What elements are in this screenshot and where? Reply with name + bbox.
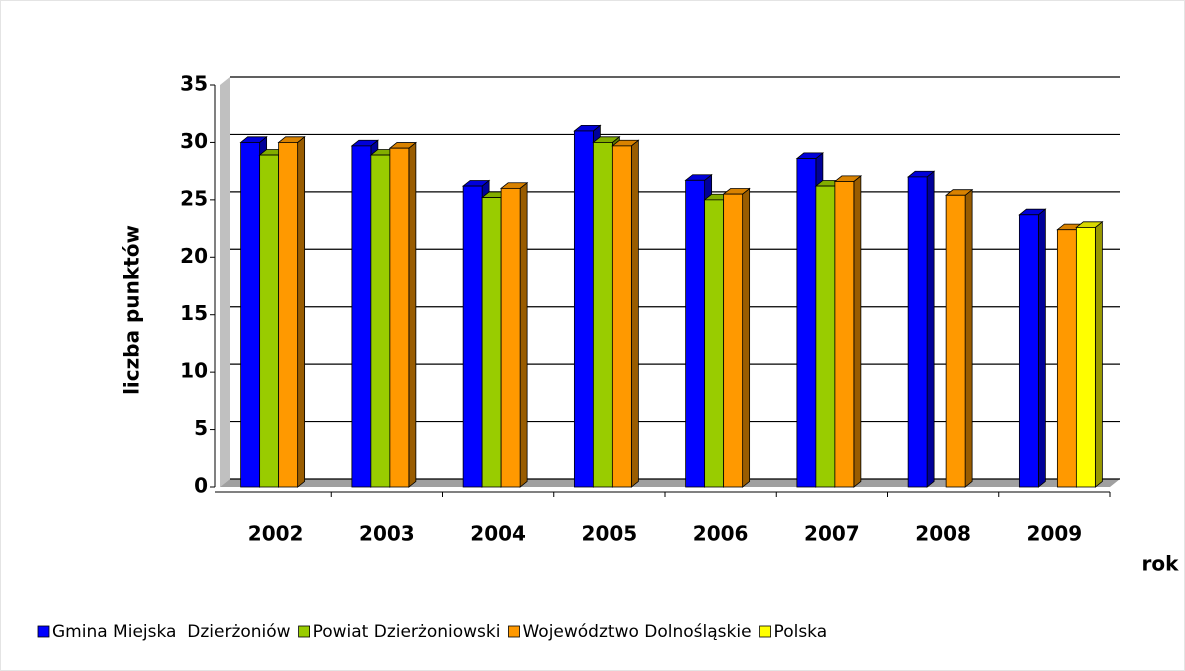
bar <box>722 187 751 488</box>
y-tick-label: 35 <box>180 72 208 96</box>
bar-side <box>964 188 973 488</box>
x-tick-label: 2003 <box>359 522 415 546</box>
bar-front <box>1075 227 1096 488</box>
legend-swatch <box>37 625 50 638</box>
legend-label: Polska <box>774 622 828 642</box>
y-tick-label: 30 <box>180 129 208 153</box>
floor <box>220 479 1120 487</box>
legend-swatch <box>298 625 310 638</box>
legend-swatch <box>759 625 771 638</box>
bar-front <box>723 193 744 488</box>
bar <box>1075 220 1104 488</box>
bar-front <box>370 154 391 488</box>
legend-label: Gmina Miejska Dzierżoniów <box>52 622 291 642</box>
y-tick-label: 20 <box>180 244 208 268</box>
legend-swatch <box>508 625 520 638</box>
bar-front <box>500 187 521 488</box>
bar <box>944 188 974 488</box>
bar-front <box>1018 214 1039 488</box>
bar-front <box>1056 229 1077 488</box>
bar-front <box>462 185 483 488</box>
bar-front <box>240 142 261 488</box>
bar <box>1018 208 1047 488</box>
bar-side <box>742 187 751 488</box>
bar <box>499 181 529 488</box>
bar-front <box>685 179 706 488</box>
x-tick-label: 2004 <box>470 522 526 546</box>
bar-front <box>704 199 725 488</box>
bar-side <box>408 141 417 488</box>
y-tick-label: 5 <box>194 416 208 440</box>
y-tick-label: 0 <box>194 474 208 498</box>
bar <box>388 141 418 488</box>
bar-front <box>573 130 594 488</box>
bar-side <box>630 139 639 488</box>
x-tick-label: 2007 <box>804 522 860 546</box>
x-tick-label: 2002 <box>248 522 304 546</box>
bar-front <box>796 158 817 488</box>
y-tick-label: 25 <box>180 186 208 210</box>
side-wall <box>220 77 230 487</box>
bar-front <box>945 194 966 488</box>
bar <box>611 139 640 488</box>
x-tick-label: 2008 <box>915 522 971 546</box>
y-tick-label: 15 <box>180 301 208 325</box>
bar-front <box>907 176 928 488</box>
bar-front <box>611 145 632 488</box>
x-tick-label: 2006 <box>693 522 749 546</box>
bar-side <box>853 175 862 488</box>
bar-side <box>519 181 528 488</box>
bar-front <box>389 147 410 488</box>
bar-side <box>1094 220 1103 488</box>
bar-front <box>278 142 299 488</box>
bar <box>277 135 306 488</box>
x-axis-label: rok <box>1142 552 1180 576</box>
bar-front <box>481 197 502 488</box>
bar-front <box>259 154 280 488</box>
x-tick-label: 2009 <box>1027 522 1083 546</box>
bar-front <box>351 145 372 488</box>
bar-side <box>926 170 935 488</box>
bar-side <box>1037 208 1046 488</box>
bar-side <box>297 135 306 488</box>
bar <box>906 170 936 488</box>
bar <box>833 175 863 488</box>
bar-front <box>834 181 855 488</box>
x-tick-label: 2005 <box>582 522 638 546</box>
bar-front <box>815 185 836 488</box>
y-axis-label: liczba punktów <box>120 225 144 395</box>
bar-front <box>592 142 613 488</box>
legend-label: Powiat Dzierżoniowski <box>313 622 501 642</box>
y-tick-label: 10 <box>180 359 208 383</box>
legend-label: Województwo Dolnośląskie <box>522 622 751 642</box>
